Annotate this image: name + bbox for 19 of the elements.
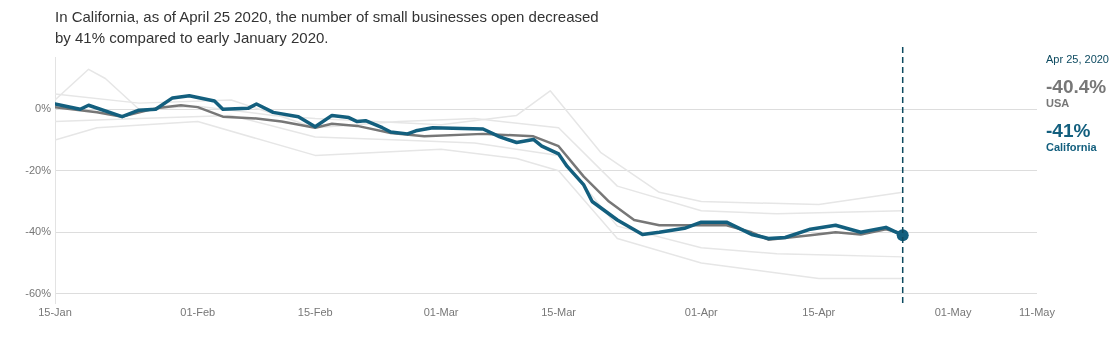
text: California	[1046, 141, 1098, 153]
ref-line-label: Apr 25, 2020	[1046, 53, 1110, 65]
x-tick-label: 15-Jan	[38, 305, 72, 318]
y-tick-label: -20%	[25, 163, 52, 176]
y-tick-label: -60%	[25, 286, 52, 299]
x-tick-label: 01-May	[934, 305, 972, 318]
y-tick-label: -40%	[25, 225, 52, 238]
text: -41%	[1046, 120, 1092, 141]
x-tick-label: 15-Feb	[297, 305, 333, 318]
x-tick-label: 15-Apr	[802, 305, 836, 318]
x-tick-label: 01-Apr	[684, 305, 719, 318]
text: USA	[1046, 97, 1071, 109]
y-tick-label: 0%	[35, 102, 52, 115]
text: -40.4%	[1046, 76, 1108, 97]
chart-title: In California, as of April 25 2020, the number of small businesses open decreased by 41% compared to early January 2020.	[55, 7, 600, 48]
x-tick-label: 11-May	[1019, 305, 1056, 318]
x-tick-label: 01-Mar	[423, 305, 459, 318]
x-tick-label: 01-Feb	[180, 305, 216, 318]
x-tick-label: 15-Mar	[541, 305, 577, 318]
